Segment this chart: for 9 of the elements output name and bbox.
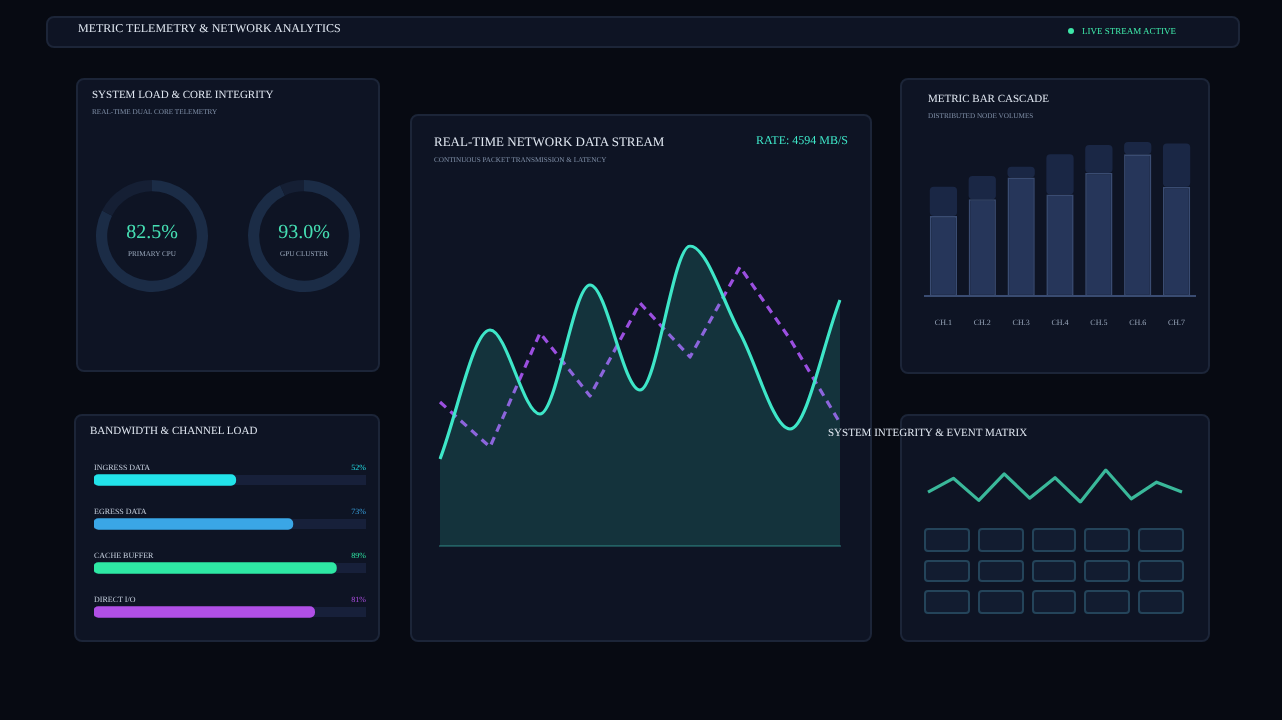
bar — [1046, 154, 1074, 195]
bar — [929, 186, 958, 217]
bar — [1162, 143, 1191, 187]
bar — [968, 175, 996, 200]
data-label: 93.0% — [276, 222, 332, 244]
bar — [1124, 142, 1152, 155]
bar — [1085, 145, 1113, 173]
data-label: 82.5% — [124, 222, 180, 244]
bar — [1007, 166, 1035, 178]
